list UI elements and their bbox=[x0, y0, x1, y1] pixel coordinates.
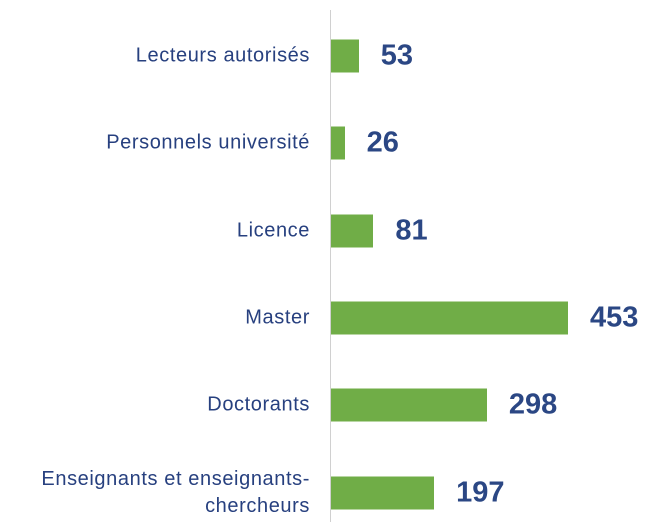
bar bbox=[331, 126, 345, 160]
data-label: 81 bbox=[395, 214, 428, 247]
category-label: Doctorants bbox=[207, 393, 310, 416]
category-label: Personnels université bbox=[106, 131, 310, 154]
bar bbox=[331, 214, 374, 248]
data-label: 453 bbox=[590, 301, 639, 334]
bar bbox=[331, 388, 487, 422]
category-label: Licence bbox=[236, 219, 310, 242]
bar bbox=[331, 476, 435, 509]
bar bbox=[331, 39, 359, 73]
data-label: 298 bbox=[508, 388, 558, 421]
data-label: 26 bbox=[366, 126, 399, 159]
category-label: Lecteurs autorisés bbox=[135, 44, 310, 67]
data-label: 197 bbox=[456, 476, 505, 508]
axis-line bbox=[330, 10, 331, 522]
category-label: Enseignants et enseignants-chercheurs bbox=[41, 467, 310, 517]
data-label: 53 bbox=[380, 39, 413, 72]
category-label: Master bbox=[245, 306, 310, 329]
bar bbox=[331, 301, 568, 335]
